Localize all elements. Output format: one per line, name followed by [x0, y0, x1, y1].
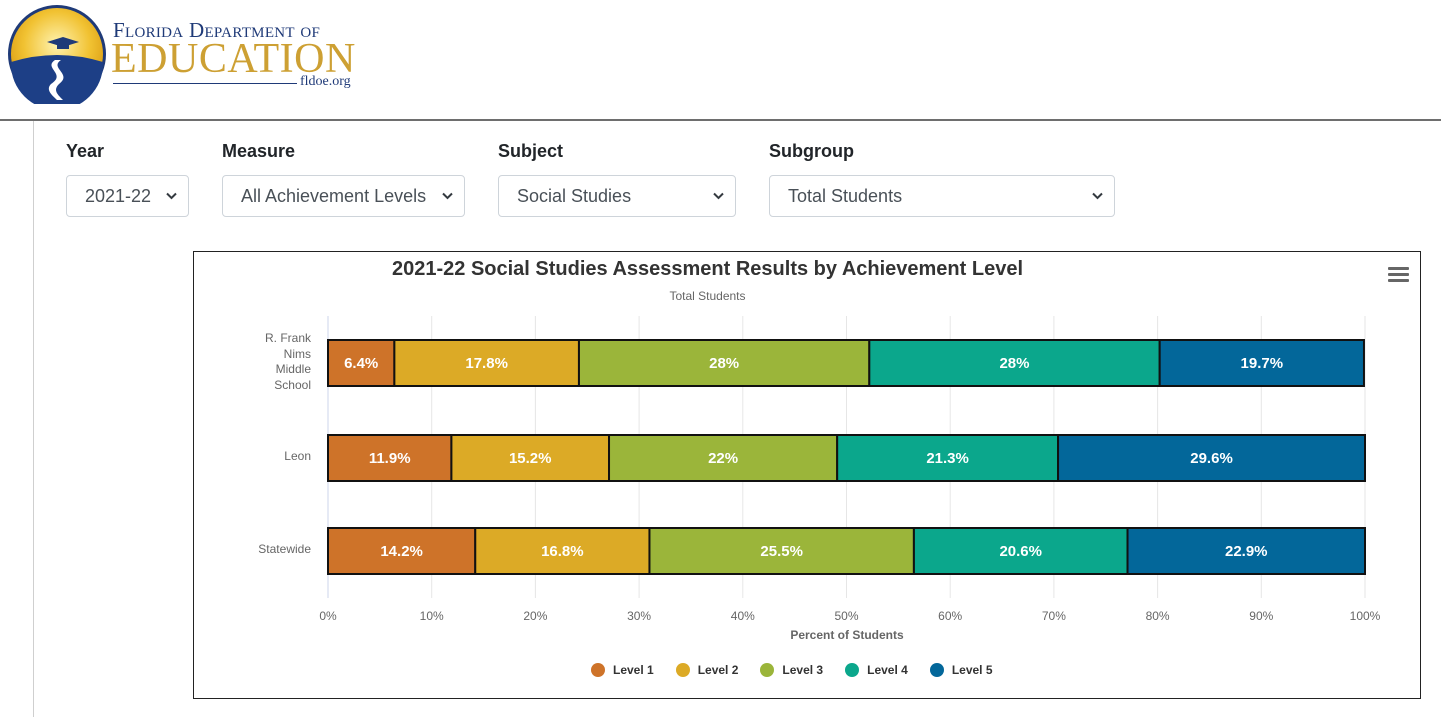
x-tick-label: 60% — [938, 609, 963, 623]
year-select[interactable]: 2021-22 — [66, 175, 189, 217]
bar-segment-level-4[interactable] — [912, 527, 1129, 575]
y-category-label: Leon — [284, 449, 311, 464]
subgroup-select-value: Total Students — [788, 186, 903, 206]
hamburger-icon-bar — [1388, 279, 1409, 282]
subgroup-label: Subgroup — [769, 141, 854, 161]
bar-data-label: 20.6% — [999, 543, 1042, 560]
logo-text-department: Florida Department of — [113, 18, 321, 42]
legend-marker-icon — [929, 663, 944, 677]
hamburger-icon-bar — [1388, 273, 1409, 276]
measure-label: Measure — [222, 141, 296, 161]
chevron-down-icon — [166, 192, 177, 200]
y-category-label: Statewide — [258, 542, 311, 557]
x-axis-title: Percent of Students — [790, 628, 904, 642]
legend-marker-icon — [845, 663, 860, 677]
legend-marker-icon — [760, 663, 775, 677]
header-divider — [0, 119, 1441, 121]
bar-data-label: 11.9% — [369, 450, 411, 467]
subject-label: Subject — [498, 141, 564, 161]
x-tick-label: 30% — [627, 609, 652, 623]
bar-segment-level-3[interactable] — [648, 527, 915, 575]
chart-subtitle: Total Students — [669, 289, 746, 303]
bar-segment-level-4[interactable] — [868, 339, 1161, 387]
y-category-label: R. Frank Nims Middle School — [264, 331, 311, 392]
legend-label: Level 3 — [782, 663, 824, 677]
bar-segment-level-5[interactable] — [1057, 434, 1366, 482]
bar-segment-level-4[interactable] — [836, 434, 1060, 482]
bar-segment-level-2[interactable] — [393, 339, 580, 387]
legend-marker-icon — [591, 663, 605, 677]
x-tick-label: 0% — [319, 609, 337, 623]
chevron-down-icon — [713, 192, 724, 200]
bar-segment-level-5[interactable] — [1126, 527, 1366, 575]
bar-segment-level-1[interactable] — [327, 434, 453, 482]
chart-legend: Level 1 Level 2 Level 3 Level 4 Level 5 — [591, 662, 1015, 678]
content-left-border — [33, 121, 34, 717]
bar-data-label: 16.8% — [541, 543, 584, 560]
x-tick-label: 10% — [419, 609, 444, 623]
legend-label: Level 2 — [697, 663, 739, 677]
legend-item-level-1[interactable]: Level 1 — [591, 663, 654, 677]
legend-label: Level 1 — [613, 663, 654, 677]
bar-data-label: 29.6% — [1190, 450, 1233, 467]
bar-segment-level-1[interactable] — [327, 527, 477, 575]
legend-item-level-5[interactable]: Level 5 — [929, 663, 993, 677]
bar-segment-level-2[interactable] — [474, 527, 651, 575]
bar-segment-level-5[interactable] — [1158, 339, 1365, 387]
chevron-down-icon — [442, 192, 453, 200]
logo-divider — [113, 83, 297, 84]
x-tick-label: 40% — [730, 609, 755, 623]
bar-data-label: 22.9% — [1225, 543, 1268, 560]
bar-segment-level-2[interactable] — [450, 434, 611, 482]
chart-menu-button[interactable] — [1388, 267, 1409, 284]
x-tick-label: 100% — [1349, 609, 1381, 623]
bar-data-label: 17.8% — [465, 355, 508, 372]
bar-data-label: 28% — [709, 355, 739, 372]
bar-data-label: 15.2% — [509, 450, 552, 467]
bar-data-label: 22% — [708, 450, 738, 467]
site-header: Florida Department of EDUCATION fldoe.or… — [0, 0, 1441, 119]
measure-select-value: All Achievement Levels — [241, 186, 427, 206]
legend-marker-icon — [675, 663, 690, 677]
bar-data-label: 6.4% — [344, 355, 378, 372]
bar-segment-level-3[interactable] — [577, 339, 871, 387]
chart-title: 2021-22 Social Studies Assessment Result… — [391, 258, 1024, 280]
x-tick-label: 50% — [834, 609, 859, 623]
logo-text-education: EDUCATION — [111, 36, 356, 82]
legend-item-level-2[interactable]: Level 2 — [675, 663, 739, 677]
x-tick-label: 80% — [1145, 609, 1170, 623]
logo-url-text: fldoe.org — [300, 74, 351, 89]
x-tick-label: 90% — [1249, 609, 1274, 623]
x-tick-label: 20% — [523, 609, 548, 623]
subject-select[interactable]: Social Studies — [498, 175, 736, 217]
hamburger-icon-bar — [1388, 267, 1409, 270]
bar-data-label: 25.5% — [760, 543, 803, 560]
x-tick-label: 70% — [1041, 609, 1066, 623]
year-select-value: 2021-22 — [85, 186, 152, 206]
legend-label: Level 5 — [951, 663, 993, 677]
year-label: Year — [66, 141, 105, 161]
measure-select[interactable]: All Achievement Levels — [222, 175, 465, 217]
bar-data-label: 19.7% — [1241, 355, 1284, 372]
bar-data-label: 21.3% — [926, 450, 969, 467]
subject-select-value: Social Studies — [517, 186, 632, 206]
subgroup-select[interactable]: Total Students — [769, 175, 1115, 217]
bar-data-label: 28% — [999, 355, 1029, 372]
fldoe-seal-logo[interactable] — [7, 4, 107, 104]
legend-label: Level 4 — [867, 663, 908, 677]
chevron-down-icon — [1092, 192, 1103, 200]
bar-data-label: 14.2% — [380, 543, 423, 560]
legend-item-level-3[interactable]: Level 3 — [760, 663, 823, 677]
legend-item-level-4[interactable]: Level 4 — [845, 663, 908, 677]
